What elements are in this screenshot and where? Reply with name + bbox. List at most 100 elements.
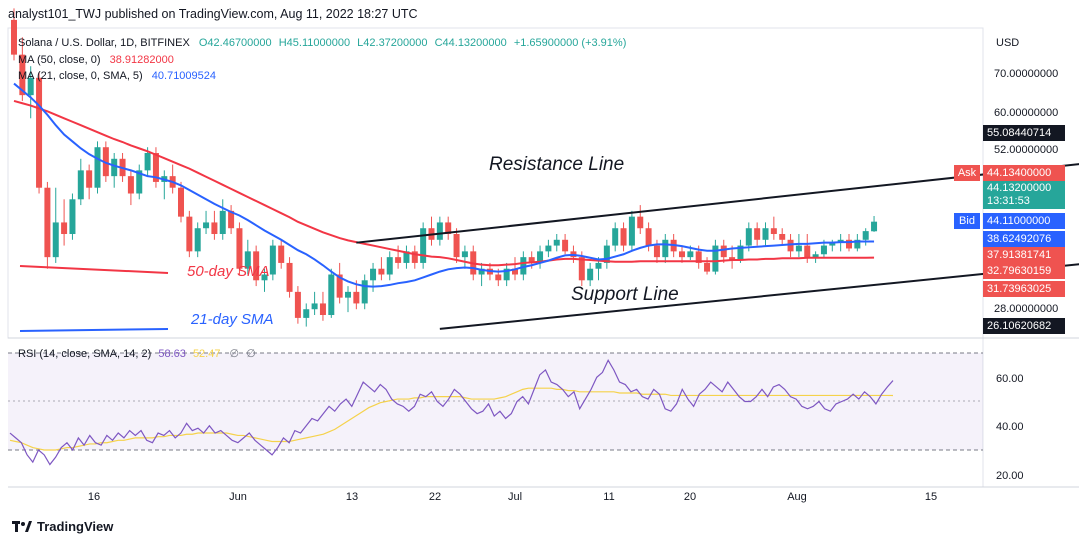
candle-body (328, 274, 335, 316)
rsi-line (9, 358, 894, 466)
support-value-box-2: 31.73963025 (983, 281, 1065, 297)
candle-body (44, 187, 51, 258)
candle-body (820, 245, 827, 255)
candle-body (403, 251, 410, 263)
time-tick: Jul (508, 491, 522, 503)
candle-body (653, 245, 660, 258)
support-value-box-1: 32.79630159 (983, 263, 1065, 279)
rsi-band (8, 353, 983, 450)
time-tick: 11 (603, 491, 614, 503)
bid-price-box: 44.11000000 (983, 213, 1065, 229)
candle-body (395, 257, 402, 263)
legend-ma21: MA (21, close, 0, SMA, 5) 40.71009524 (18, 70, 216, 82)
candle-body (762, 228, 769, 240)
candle-body (286, 262, 293, 292)
time-tick: 13 (346, 491, 358, 503)
candle-body (545, 245, 552, 252)
low-value-box: 26.10620682 (983, 318, 1065, 334)
candle-body (11, 19, 17, 55)
candle-body (795, 245, 802, 252)
candle-body (537, 251, 544, 263)
candle-body (236, 228, 243, 269)
legend-symbol: Solana / U.S. Dollar, 1D, BITFINEX O42.4… (18, 37, 626, 49)
candle-body (27, 77, 34, 96)
ma21-line (13, 82, 875, 288)
candle-body (420, 228, 427, 263)
candle-body (111, 158, 118, 177)
candle-body (871, 221, 878, 232)
candle-body (36, 77, 43, 188)
candle-body (812, 254, 819, 258)
sma21-label: 21-day SMA (190, 311, 274, 328)
time-tick: 22 (429, 491, 441, 503)
candle-body (461, 251, 468, 258)
candle-body (720, 245, 727, 258)
support-line-label: Support Line (571, 284, 679, 305)
time-tick: Aug (787, 491, 807, 503)
tradingview-brand: TradingView (37, 519, 114, 534)
candle-body (445, 222, 452, 235)
tradingview-footer: TradingView (12, 519, 113, 534)
candle-body (353, 291, 360, 304)
candle-body (578, 257, 585, 281)
candle-body (336, 274, 343, 298)
candle-body (612, 228, 619, 246)
candle-body (829, 242, 836, 246)
candle-body (645, 228, 652, 246)
candle-body (19, 54, 26, 96)
resistance-value-box: 55.08440714 (983, 125, 1065, 141)
candle-body (219, 210, 226, 235)
candle-body (737, 245, 744, 261)
candle-body (52, 222, 59, 258)
candle-body (704, 262, 711, 272)
trendlines-layer (356, 163, 1079, 330)
sma50-sample-line (19, 265, 169, 274)
candle-body (553, 239, 560, 246)
rsi-sma-line (9, 387, 894, 451)
candle-body (729, 257, 736, 261)
rsi-tick-60: 60.00 (996, 373, 1024, 385)
candle-body (186, 216, 193, 252)
candle-body (503, 268, 510, 281)
sma50-label: 50-day SMA (187, 263, 270, 280)
sma21-sample-line (19, 328, 169, 332)
candle-body (637, 216, 644, 229)
candle-body (386, 257, 393, 275)
candle-body (770, 228, 777, 235)
candle-body (562, 239, 569, 252)
last-price-value: 44.13200000 (987, 182, 1052, 194)
rsi-tick-20: 20.00 (996, 470, 1024, 482)
candle-body (69, 199, 76, 235)
price-tick-52: 52.00000000 (994, 144, 1058, 156)
candle-body (587, 268, 594, 281)
candle-body (862, 231, 869, 240)
candle-body (662, 239, 669, 258)
candle-body (370, 268, 377, 281)
ma50-value-box: 37.91381741 (983, 247, 1065, 263)
candle-body (61, 222, 68, 235)
candle-body (194, 228, 201, 252)
time-tick: Jun (229, 491, 247, 503)
candle-body (436, 222, 443, 240)
candle-body (127, 176, 134, 194)
time-tick: 15 (925, 491, 937, 503)
price-tick-60: 60.00000000 (994, 107, 1058, 119)
candle-body (603, 245, 610, 263)
legend-rsi: RSI (14, close, SMA, 14, 2) 58.63 52.47 … (18, 348, 256, 360)
candle-body (311, 303, 318, 310)
candle-body (453, 234, 460, 258)
candle-body (244, 251, 251, 269)
candle-body (303, 309, 310, 318)
candle-body (411, 251, 418, 263)
candle-body (345, 291, 351, 298)
candle-body (628, 216, 635, 246)
candle-body (754, 228, 761, 240)
candle-body (253, 251, 260, 281)
candle-body (294, 291, 301, 318)
time-tick: 16 (88, 491, 100, 503)
candle-body (512, 268, 518, 275)
candle-body (94, 147, 101, 188)
publisher-header: analyst101_TWJ published on TradingView.… (8, 7, 418, 21)
last-price-box: 44.13200000 13:31:53 (983, 181, 1065, 209)
candle-body (278, 245, 285, 263)
